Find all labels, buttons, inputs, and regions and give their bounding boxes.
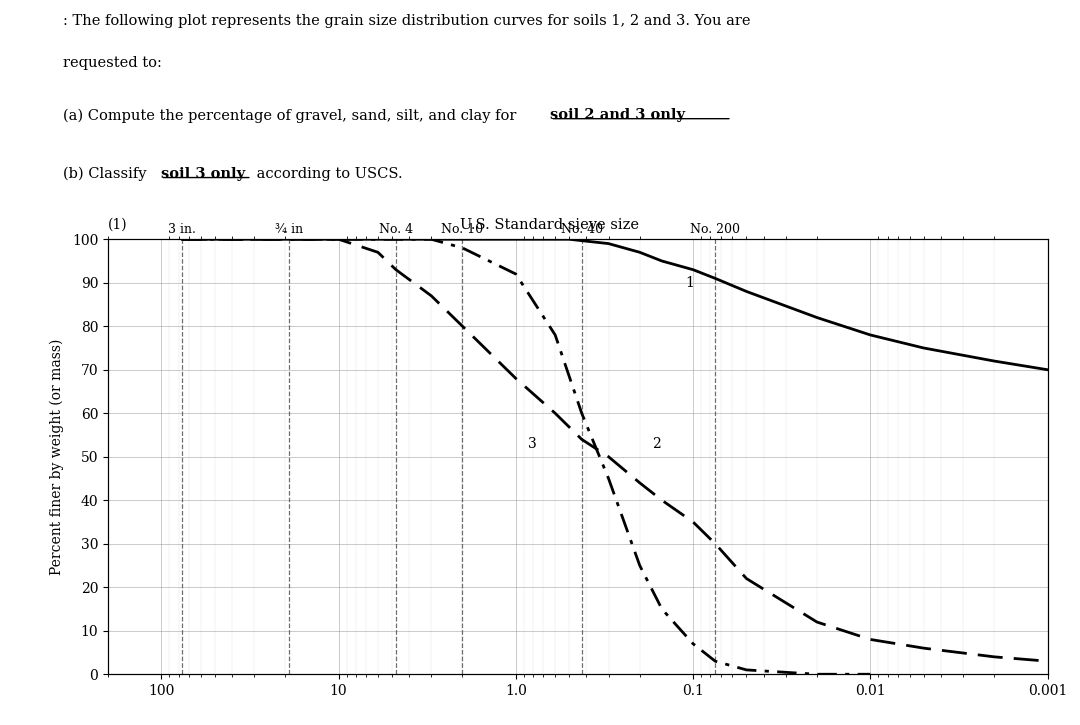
Text: soil 3 only: soil 3 only (161, 167, 245, 181)
Text: 3: 3 (528, 437, 537, 451)
Text: 2: 2 (652, 437, 661, 451)
Text: according to USCS.: according to USCS. (252, 167, 403, 181)
Text: (b) Classify: (b) Classify (63, 167, 151, 181)
Text: 1: 1 (686, 276, 694, 290)
Text: (a) Compute the percentage of gravel, sand, silt, and clay for: (a) Compute the percentage of gravel, sa… (63, 108, 521, 123)
Text: (1): (1) (108, 218, 127, 232)
Y-axis label: Percent finer by weight (or mass): Percent finer by weight (or mass) (50, 339, 64, 575)
Text: : The following plot represents the grain size distribution curves for soils 1, : : The following plot represents the grai… (63, 14, 751, 28)
Text: requested to:: requested to: (63, 56, 162, 70)
Text: soil 2 and 3 only: soil 2 and 3 only (551, 108, 686, 123)
Text: U.S. Standard sieve size: U.S. Standard sieve size (460, 218, 639, 232)
